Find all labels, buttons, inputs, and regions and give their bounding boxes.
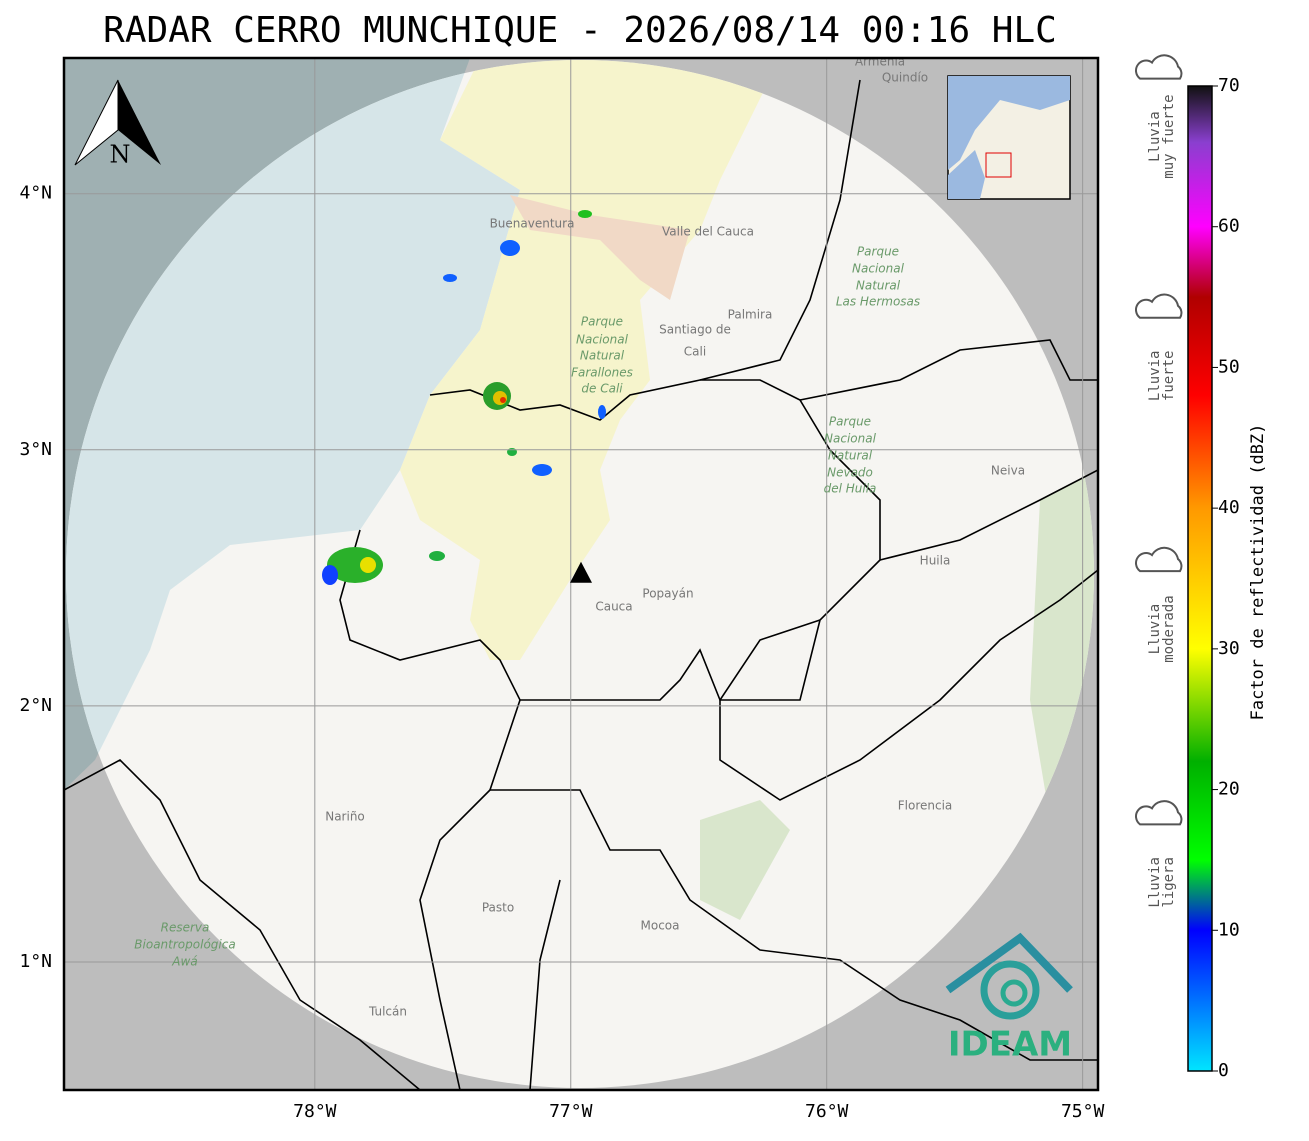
place-label: Florencia [898, 799, 953, 813]
place-label: Natural [828, 449, 873, 463]
colorbar-tick-label: 20 [1218, 779, 1240, 800]
place-label: Pasto [482, 901, 514, 915]
colorbar-tick-label: 10 [1218, 919, 1240, 940]
place-label: Nacional [576, 333, 629, 347]
lat-tick-label: 4°N [19, 183, 52, 204]
cloud-icon [1135, 546, 1183, 573]
lat-tick-label: 2°N [19, 695, 52, 716]
place-label: Parque [857, 245, 899, 259]
colorbar-label: Factor de reflectividad (dBZ) [1248, 424, 1268, 721]
rain-category-label: fuerte [1161, 350, 1177, 401]
place-label: Nacional [852, 262, 905, 276]
logo: IDEAM [945, 932, 1073, 1065]
title: RADAR CERRO MUNCHIQUE - 2026/08/14 00:16… [103, 10, 1057, 51]
colorbar-tick-label: 40 [1218, 497, 1240, 518]
rain-category-label: Lluvia [1147, 604, 1163, 655]
place-label: Valle del Cauca [662, 225, 754, 239]
place-label: Nevado [827, 466, 873, 480]
place-label: Parque [581, 315, 623, 329]
lon-tick-label: 76°W [805, 1101, 849, 1122]
place-label: Farallones [571, 366, 633, 380]
park [700, 800, 790, 920]
place-label: Popayán [642, 587, 693, 601]
place-label: Huila [920, 554, 951, 568]
lon-tick-label: 75°W [1061, 1101, 1105, 1122]
inset-sea [948, 150, 985, 199]
lat-tick-label: 3°N [19, 439, 52, 460]
radar-site [570, 561, 592, 583]
place-label: Las Hermosas [836, 295, 920, 309]
place-label: de Cali [581, 382, 623, 396]
lat-tick-label: 1°N [19, 951, 52, 972]
cloud-icon [1135, 54, 1183, 80]
place-label: Bioantropológica [134, 938, 235, 952]
colorbar-tick-label: 60 [1218, 216, 1240, 237]
place-label: Armenia [855, 55, 905, 69]
rain-category-label: moderada [1161, 595, 1177, 662]
place-label: Nariño [325, 810, 365, 824]
cloud-icon [1135, 293, 1183, 319]
place-label: Reserva [161, 921, 210, 935]
rain-category-label: Lluvia [1147, 857, 1163, 908]
place-label: Nacional [824, 432, 877, 446]
radar-echoes [322, 210, 606, 585]
inset-sea [948, 76, 1070, 170]
logo-text: IDEAM [948, 1025, 1072, 1065]
place-label: Neiva [991, 464, 1025, 478]
lon-tick-label: 77°W [549, 1101, 593, 1122]
urban-area [510, 195, 690, 300]
place-label: Parque [829, 415, 871, 429]
inset-extent [985, 152, 1012, 178]
colorbar-tick-label: 0 [1218, 1060, 1229, 1081]
colorbar-tick-label: 50 [1218, 356, 1240, 377]
place-label: Quindío [882, 71, 928, 85]
lon-tick-label: 78°W [293, 1101, 337, 1122]
north-arrow: N [74, 79, 161, 169]
place-label: Natural [580, 349, 625, 363]
place-label: Tulcán [368, 1005, 407, 1019]
cloud-icon [1135, 800, 1183, 826]
rain-category-label: Lluvia [1147, 111, 1163, 162]
place-label: del Huila [824, 482, 877, 496]
place-label: Natural [856, 279, 901, 293]
rain-category-label: muy fuerte [1161, 94, 1177, 178]
place-label: Mocoa [641, 919, 680, 933]
rain-category-label: Lluvia [1147, 350, 1163, 401]
north-label: N [110, 141, 131, 169]
place-label: Cali [684, 345, 706, 359]
valle-region [400, 60, 780, 660]
colorbar-tick-label: 70 [1218, 75, 1240, 96]
place-label: Cauca [595, 600, 632, 614]
place-label: Buenaventura [490, 217, 575, 231]
frame [62, 56, 1100, 1092]
place-label: Santiago de [659, 323, 731, 337]
rain-category-label: ligera [1161, 857, 1177, 908]
place-label: Awá [171, 955, 197, 969]
place-label: Palmira [728, 308, 773, 322]
colorbar [1187, 85, 1213, 1072]
colorbar-tick-label: 30 [1218, 638, 1240, 659]
